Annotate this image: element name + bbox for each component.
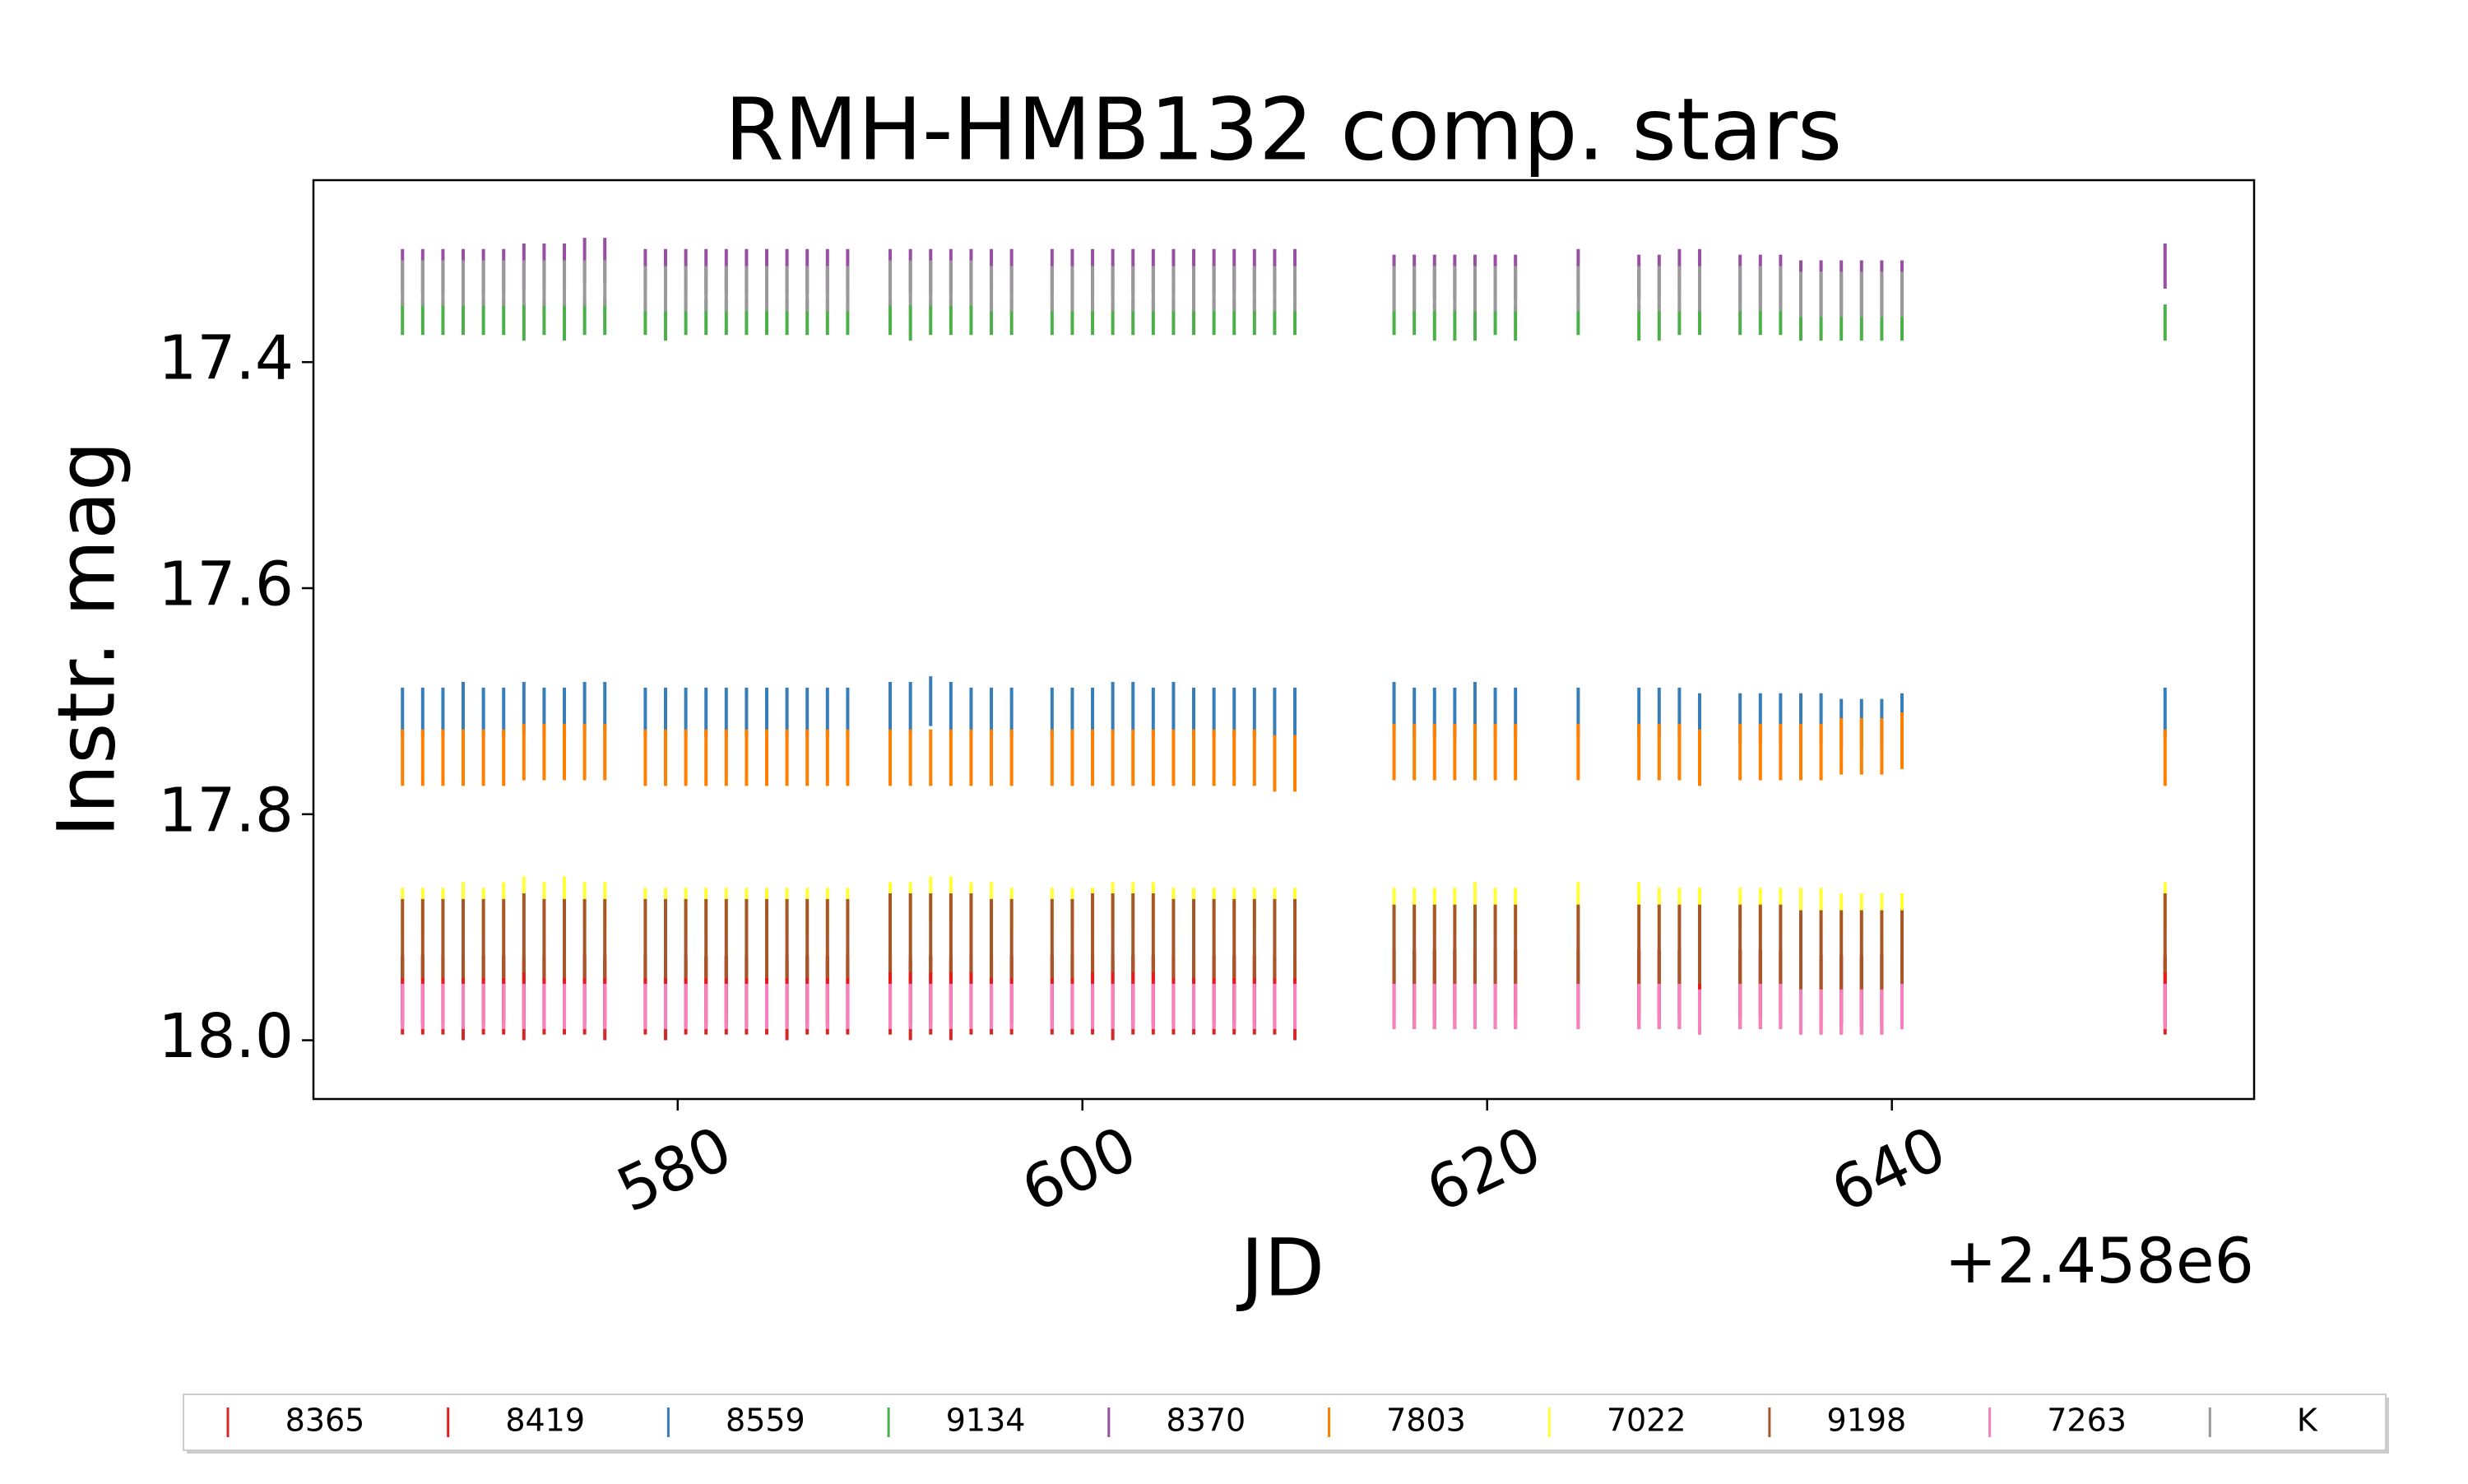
x-offset-label: +2.458e6 xyxy=(1945,1224,2254,1297)
legend: 8365 8419 8559 9134 8370 7803 7022 9198 7263 K xyxy=(183,1394,2389,1454)
y-tick-label: 17.4 xyxy=(158,323,294,394)
legend-label: 8370 xyxy=(1166,1403,1246,1439)
legend-label: K xyxy=(2297,1403,2318,1439)
y-tick-label: 17.6 xyxy=(158,549,294,619)
legend-label: 9198 xyxy=(1827,1403,1907,1439)
legend-box xyxy=(183,1394,2387,1451)
legend-label: 8365 xyxy=(285,1403,365,1439)
y-axis-label: Instr. mag xyxy=(40,441,132,837)
axes-frame xyxy=(312,179,2256,1101)
y-tick-label: 17.8 xyxy=(158,775,294,846)
legend-label: 7803 xyxy=(1386,1403,1466,1439)
legend-label: 7263 xyxy=(2047,1403,2127,1439)
legend-label: 8559 xyxy=(726,1403,805,1439)
legend-label: 8419 xyxy=(505,1403,585,1439)
plot-area xyxy=(401,238,2167,1041)
x-axis-label: JD xyxy=(1236,1222,1324,1314)
legend-label: 9134 xyxy=(946,1403,1026,1439)
legend-label: 7022 xyxy=(1607,1403,1686,1439)
y-tick-label: 18.0 xyxy=(158,1001,294,1072)
chart-title: RMH-HMB132 comp. stars xyxy=(725,79,1842,179)
